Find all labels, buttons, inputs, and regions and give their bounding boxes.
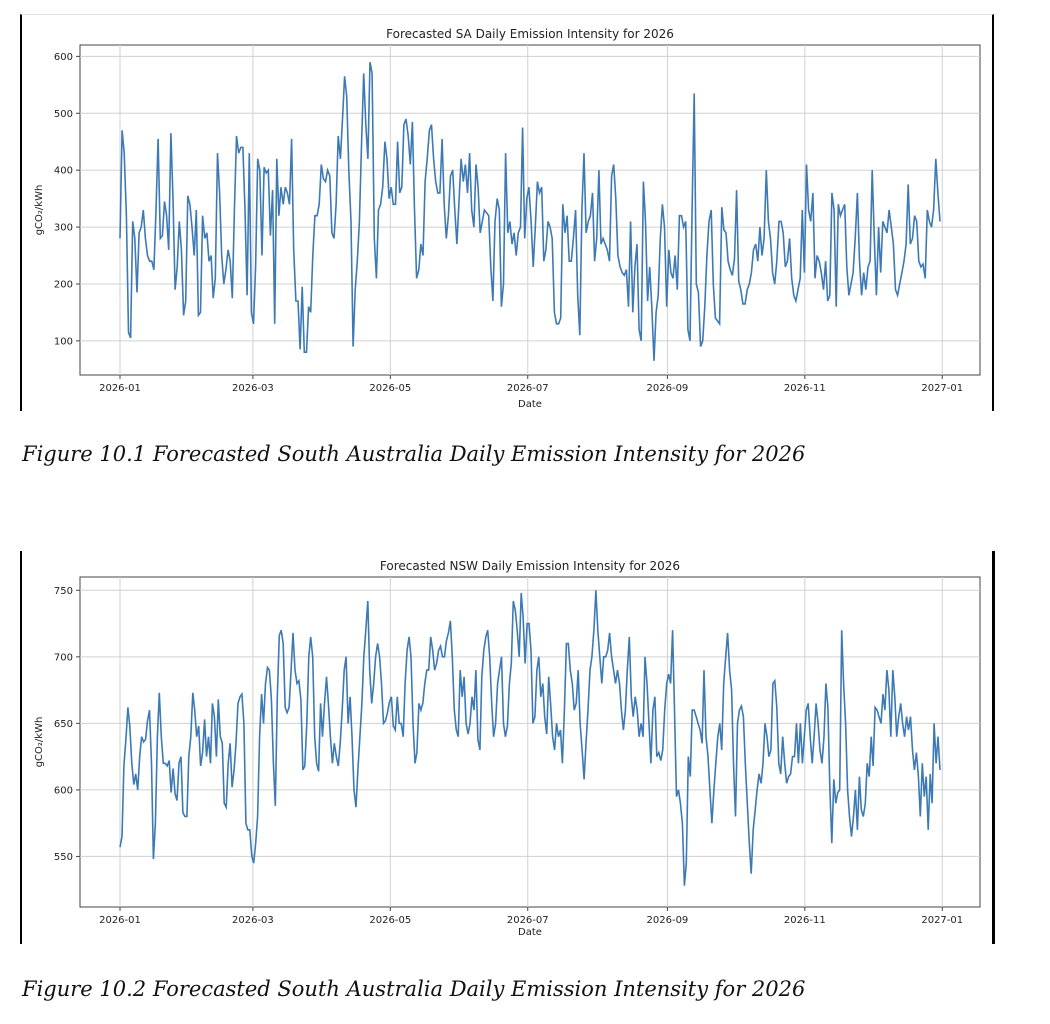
x-tick-label: 2026-09 xyxy=(647,383,689,394)
figure-caption: Figure 10.1 Forecasted South Australia D… xyxy=(22,442,806,466)
x-tick-label: 2026-05 xyxy=(369,383,411,394)
x-tick-label: 2026-07 xyxy=(507,915,549,926)
x-tick-label: 2026-11 xyxy=(784,383,826,394)
figure-nsw: 2026-01 2026-03 2026-05 2026-07 2026-09 2026-… xyxy=(20,551,995,944)
x-tick-label: 2026-09 xyxy=(647,915,689,926)
y-axis-label: gCO₂/kWh xyxy=(34,717,45,768)
y-tick-label: 750 xyxy=(54,586,73,597)
chart-title: Forecasted NSW Daily Emission Intensity … xyxy=(380,559,680,573)
y-tick-label: 650 xyxy=(54,719,73,730)
x-tick-label: 2027-01 xyxy=(921,383,963,394)
chart-sa: 2026-01 2026-03 2026-05 2026-07 2026-09 2026-… xyxy=(34,27,981,410)
x-axis-label: Date xyxy=(518,927,542,938)
x-tick-label: 2026-07 xyxy=(507,383,549,394)
y-tick-label: 200 xyxy=(54,279,73,290)
y-tick-label: 600 xyxy=(54,785,73,796)
y-tick-label: 400 xyxy=(54,166,73,177)
y-axis-label: gCO₂/kWh xyxy=(34,185,45,236)
x-tick-label: 2026-03 xyxy=(232,383,274,394)
figure-caption: Figure 10.2 Forecasted South Australia D… xyxy=(22,977,806,1001)
y-tick-label: 550 xyxy=(54,852,73,863)
y-tick-label: 600 xyxy=(54,52,73,63)
chart-nsw: 2026-01 2026-03 2026-05 2026-07 2026-09 2026-… xyxy=(34,559,981,938)
x-tick-label: 2027-01 xyxy=(921,915,963,926)
x-tick-label: 2026-03 xyxy=(232,915,274,926)
y-tick-label: 500 xyxy=(54,109,73,120)
y-tick-label: 700 xyxy=(54,652,73,663)
x-tick-label: 2026-01 xyxy=(99,915,141,926)
y-tick-label: 300 xyxy=(54,223,73,234)
x-tick-label: 2026-11 xyxy=(784,915,826,926)
x-tick-label: 2026-05 xyxy=(369,915,411,926)
x-tick-label: 2026-01 xyxy=(99,383,141,394)
chart-title: Forecasted SA Daily Emission Intensity f… xyxy=(386,27,674,41)
x-axis-label: Date xyxy=(518,399,542,410)
series-line xyxy=(119,61,941,361)
figure-sa: 2026-01 2026-03 2026-05 2026-07 2026-09 2026-… xyxy=(20,14,994,411)
y-tick-label: 100 xyxy=(54,336,73,347)
series-line xyxy=(119,590,941,886)
